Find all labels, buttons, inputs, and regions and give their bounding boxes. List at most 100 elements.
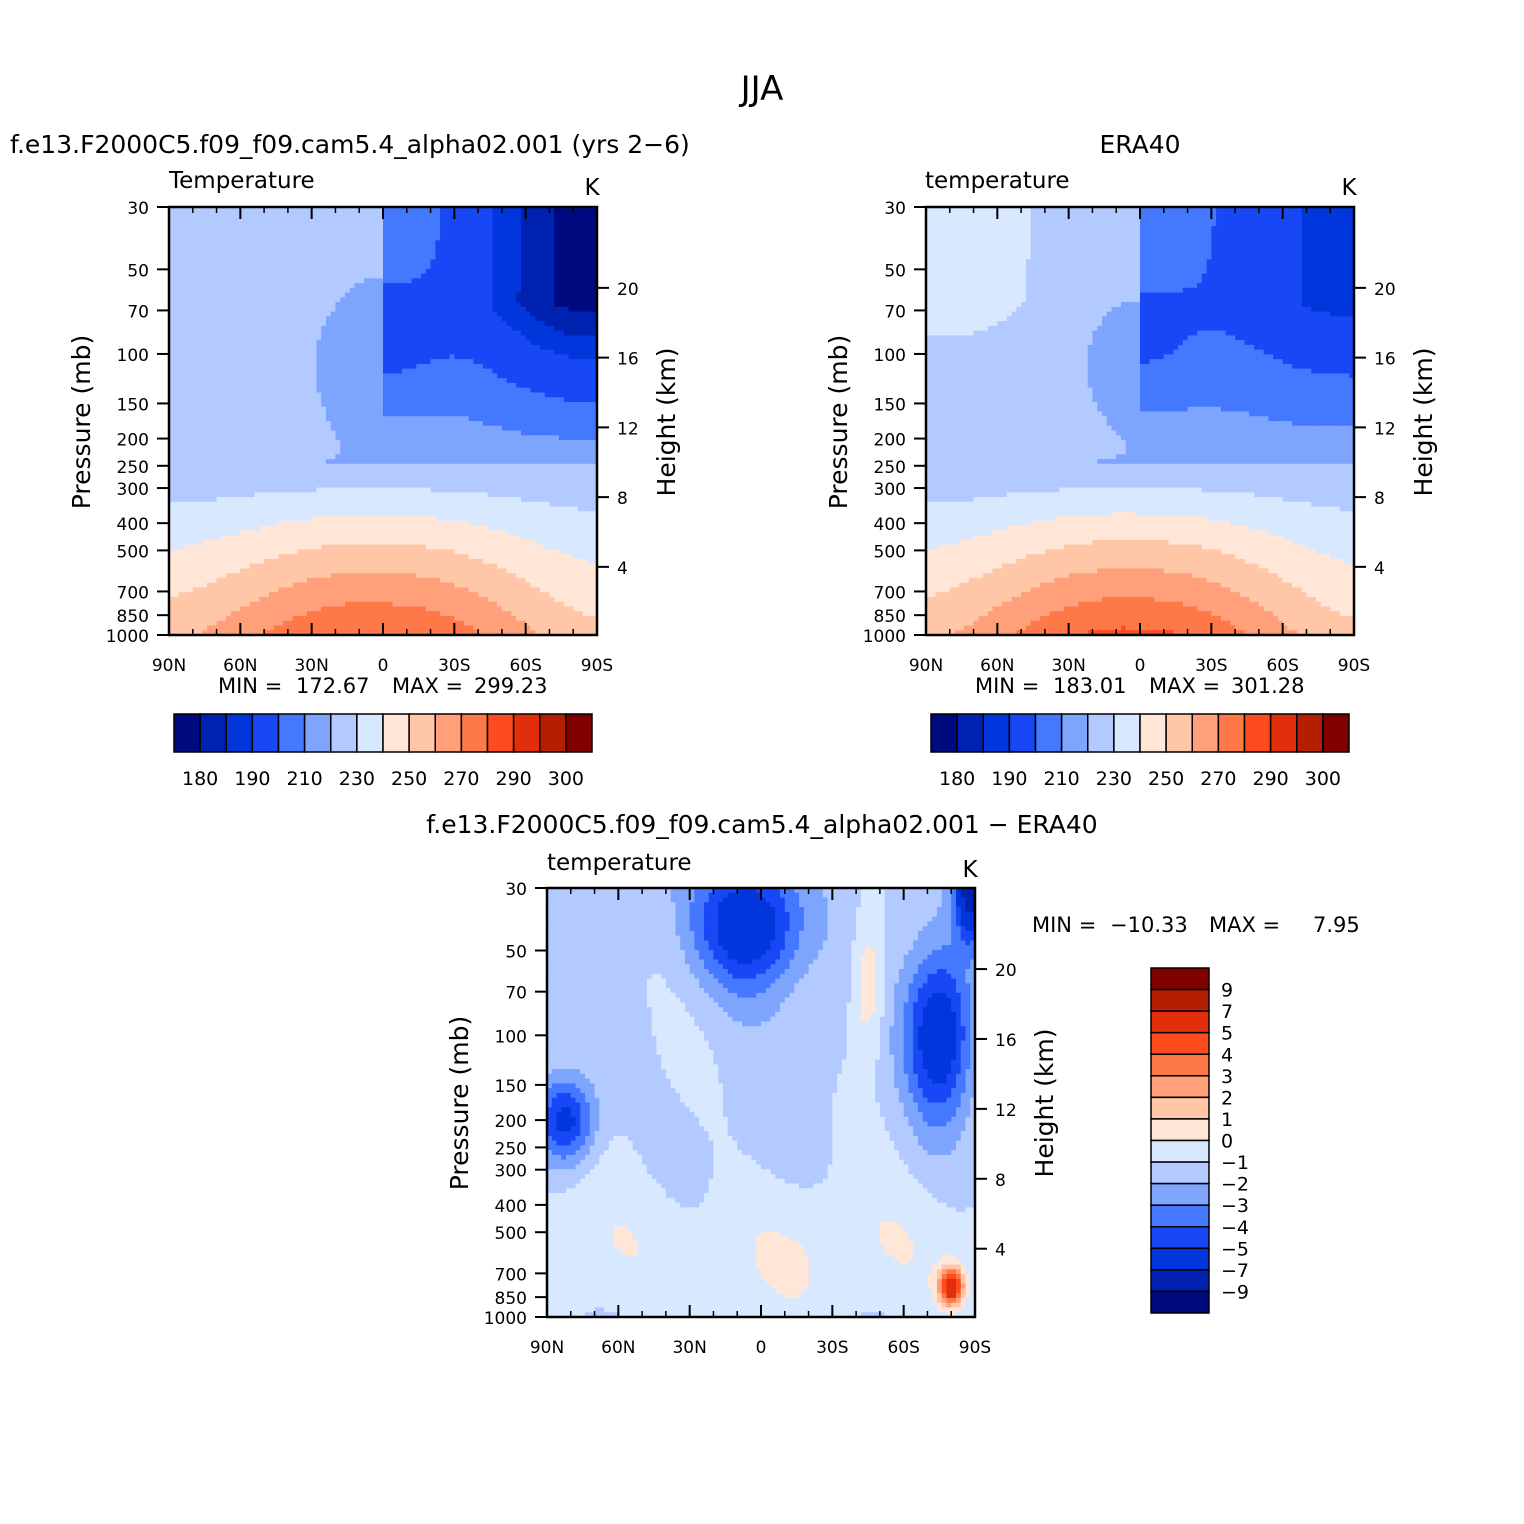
- contour-cell: [459, 245, 465, 251]
- contour-cell: [535, 354, 541, 360]
- contour-cell: [449, 297, 455, 303]
- contour-cell: [240, 416, 246, 422]
- contour-cell: [373, 292, 379, 298]
- contour-cell: [478, 264, 484, 270]
- contour-cell: [492, 297, 498, 303]
- contour-cell: [444, 382, 451, 389]
- contour-cell: [249, 387, 256, 394]
- contour-cell: [368, 235, 375, 241]
- contour-cell: [520, 278, 527, 284]
- contour-cell: [511, 207, 517, 213]
- contour-cell: [245, 287, 251, 294]
- contour-cell: [197, 273, 203, 279]
- contour-cell: [273, 207, 279, 213]
- contour-cell: [221, 278, 227, 284]
- contour-cell: [430, 259, 436, 265]
- contour-cell: [283, 259, 289, 265]
- contour-cell: [511, 254, 517, 260]
- contour-cell: [354, 226, 360, 232]
- contour-cell: [183, 240, 189, 246]
- contour-cell: [216, 221, 222, 227]
- contour-cell: [487, 382, 493, 389]
- contour-cell: [273, 435, 279, 441]
- contour-cell: [349, 216, 356, 222]
- contour-cell: [207, 216, 213, 222]
- contour-cell: [178, 297, 184, 303]
- contour-cell: [207, 344, 213, 351]
- contour-cell: [582, 249, 589, 256]
- contour-cell: [378, 354, 384, 360]
- contour-cell: [287, 235, 294, 241]
- contour-cell: [363, 268, 370, 275]
- contour-cell: [587, 444, 593, 451]
- contour-cell: [316, 249, 322, 256]
- contour-cell: [473, 264, 479, 270]
- contour-cell: [440, 216, 446, 222]
- contour-cell: [492, 463, 498, 470]
- contour-cell: [254, 297, 260, 303]
- contour-cell: [577, 283, 584, 289]
- contour-cell: [587, 306, 593, 313]
- contour-cell: [268, 240, 275, 246]
- contour-cell: [283, 292, 289, 298]
- contour-cell: [368, 335, 375, 341]
- contour-cell: [306, 226, 313, 232]
- contour-cell: [192, 264, 199, 270]
- contour-cell: [240, 325, 246, 332]
- contour-cell: [440, 387, 446, 394]
- contour-cell: [264, 425, 270, 432]
- contour-cell: [530, 406, 536, 413]
- contour-cell: [525, 245, 532, 251]
- contour-cell: [544, 463, 551, 470]
- contour-cell: [397, 425, 403, 432]
- contour-cell: [558, 259, 565, 265]
- contour-cell: [268, 425, 275, 432]
- contour-cell: [183, 463, 189, 470]
- contour-cell: [392, 401, 398, 408]
- contour-cell: [554, 440, 560, 446]
- contour-cell: [316, 387, 322, 394]
- contour-cell: [173, 373, 180, 379]
- contour-cell: [349, 449, 356, 455]
- contour-cell: [178, 401, 184, 408]
- contour-cell: [421, 226, 427, 232]
- contour-cell: [459, 325, 465, 332]
- contour-cell: [430, 216, 436, 222]
- contour-cell: [264, 268, 270, 275]
- contour-cell: [387, 406, 394, 413]
- contour-cell: [306, 278, 313, 284]
- contour-cell: [292, 302, 298, 308]
- contour-cell: [273, 401, 279, 408]
- contour-cell: [454, 440, 460, 446]
- contour-cell: [468, 240, 474, 246]
- contour-cell: [492, 378, 498, 384]
- contour-cell: [554, 454, 560, 460]
- contour-cell: [592, 278, 598, 284]
- contour-cell: [506, 278, 512, 284]
- contour-cell: [259, 259, 265, 265]
- contour-cell: [373, 297, 379, 303]
- contour-cell: [306, 382, 313, 389]
- contour-cell: [330, 259, 337, 265]
- contour-cell: [397, 392, 403, 398]
- contour-cell: [245, 211, 251, 218]
- contour-cell: [273, 340, 279, 346]
- contour-cell: [430, 240, 436, 246]
- contour-cell: [421, 459, 427, 465]
- contour-cell: [444, 344, 451, 351]
- contour-cell: [173, 226, 180, 232]
- contour-cell: [226, 268, 232, 275]
- contour-cell: [226, 325, 232, 332]
- contour-cell: [211, 349, 218, 356]
- contour-cell: [406, 340, 413, 346]
- contour-cell: [506, 340, 512, 346]
- contour-cell: [349, 321, 356, 327]
- contour-cell: [478, 292, 484, 298]
- contour-cell: [230, 401, 237, 408]
- contour-cell: [363, 463, 370, 470]
- contour-cell: [316, 411, 322, 417]
- contour-cell: [173, 278, 180, 284]
- contour-cell: [449, 325, 455, 332]
- contour-cell: [511, 292, 517, 298]
- contour-cell: [411, 440, 417, 446]
